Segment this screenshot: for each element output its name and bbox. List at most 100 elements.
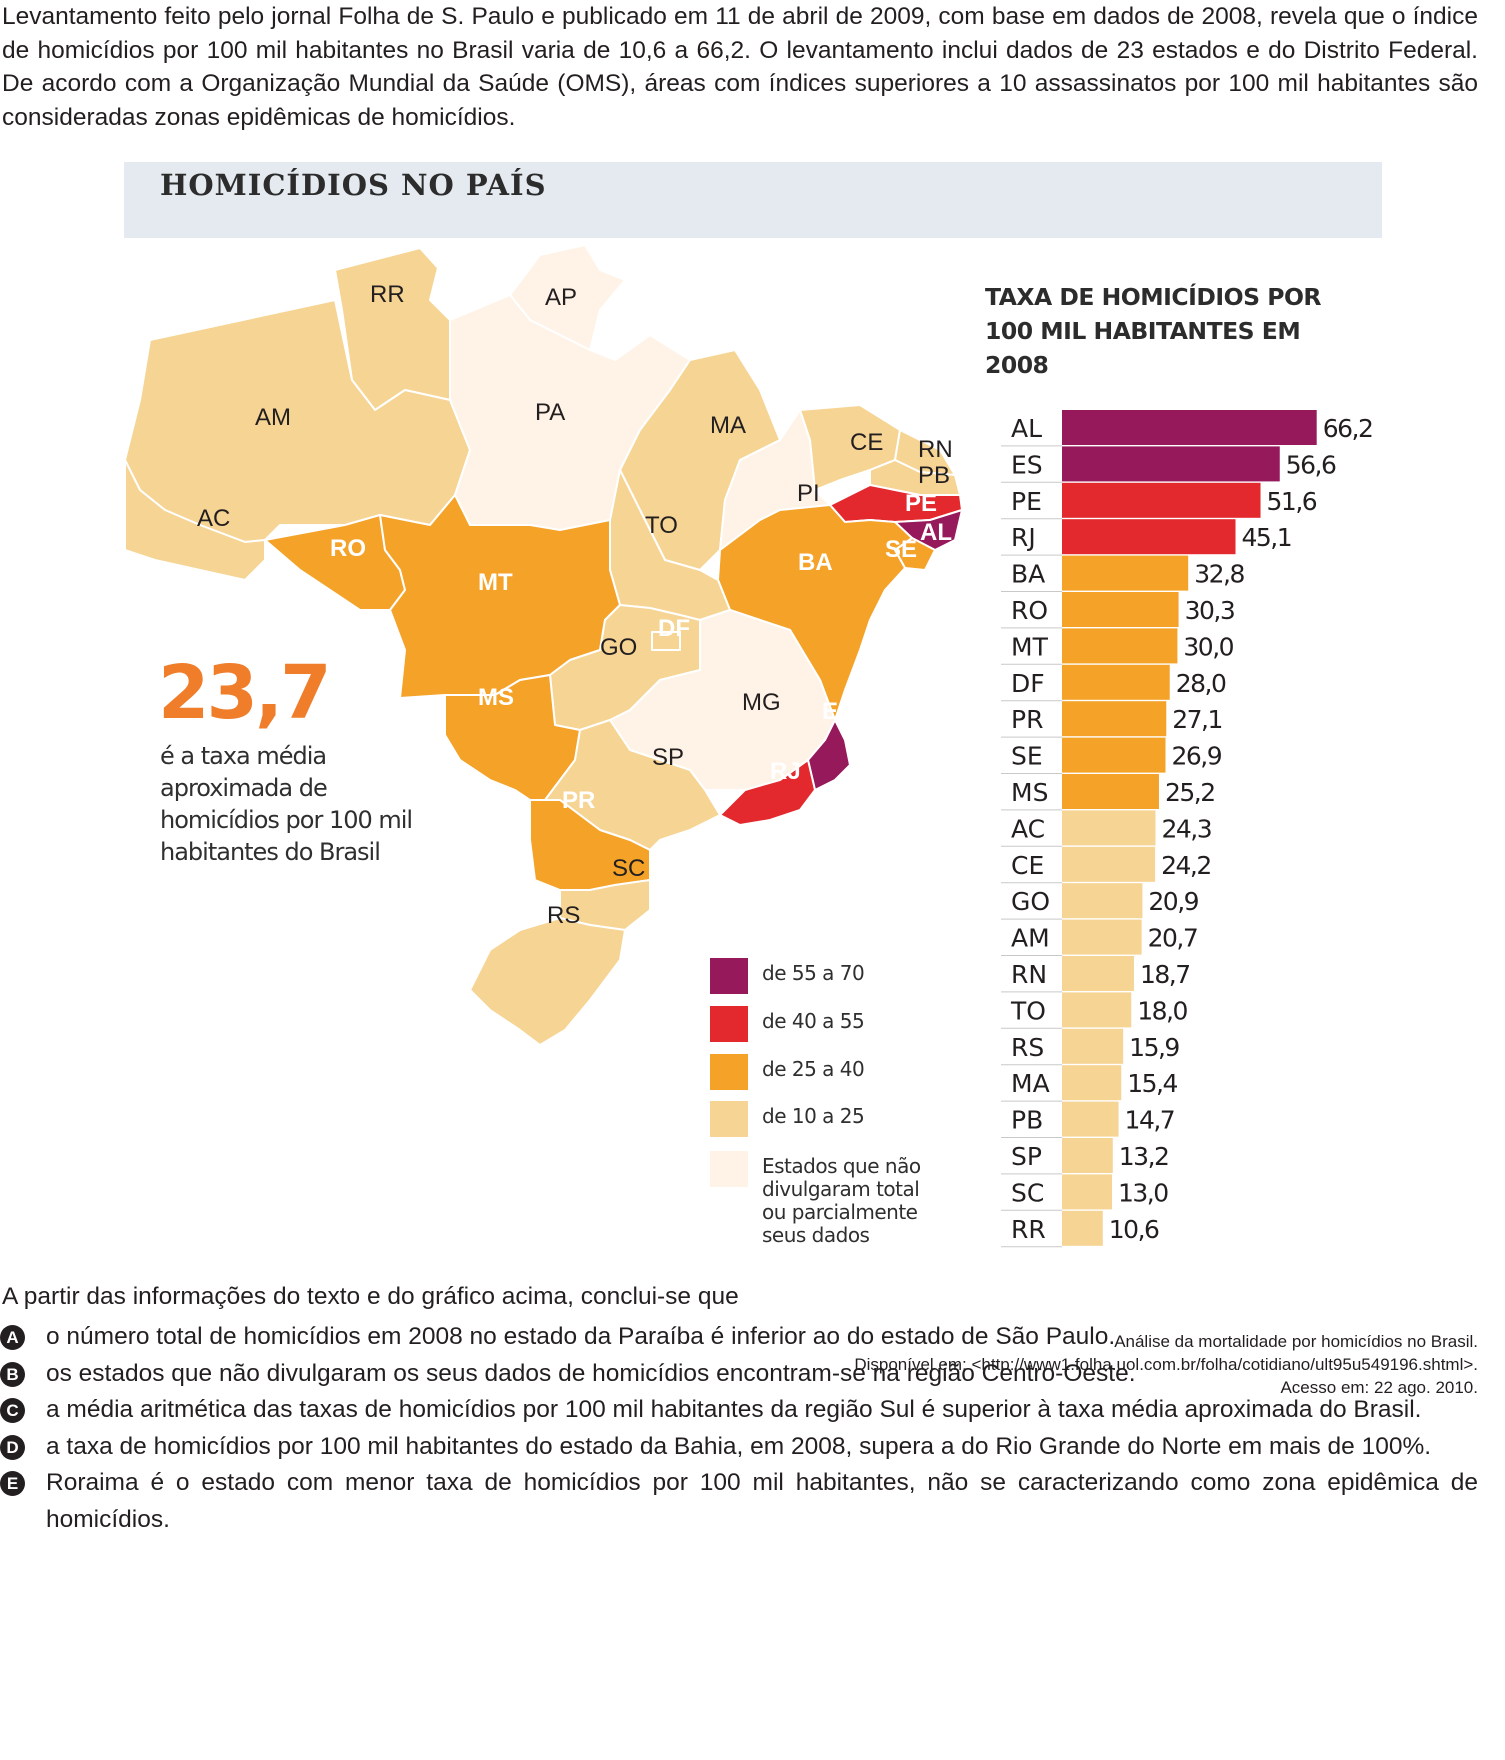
- average-rate-caption-line: homicídios por 100 mil: [160, 806, 413, 834]
- legend-label: de 40 a 55: [762, 1009, 865, 1033]
- chart-title-line: TAXA DE HOMICÍDIOS POR: [985, 283, 1322, 311]
- bar-RO: [1062, 592, 1179, 627]
- bar-SP: [1062, 1138, 1113, 1173]
- option-a[interactable]: A o número total de homicídios em 2008 n…: [0, 1319, 1478, 1356]
- option-d[interactable]: D a taxa de homicídios por 100 mil habit…: [0, 1429, 1478, 1466]
- bar-value-label: 24,3: [1161, 814, 1211, 843]
- bar-value-label: 15,4: [1127, 1069, 1177, 1098]
- map-label-RS: RS: [547, 902, 580, 929]
- bar-RS: [1062, 1028, 1124, 1064]
- bar-RN: [1062, 956, 1134, 991]
- option-c[interactable]: C a média aritmética das taxas de homicí…: [0, 1392, 1478, 1429]
- bar-value-label: 66,2: [1323, 414, 1373, 443]
- map-label-RJ: RJ: [770, 758, 801, 785]
- map-label-DF: DF: [658, 615, 690, 642]
- map-label-BA: BA: [798, 549, 833, 576]
- map-label-AC: AC: [197, 505, 230, 532]
- bar-value-label: 25,2: [1165, 778, 1215, 807]
- option-text: a taxa de homicídios por 100 mil habitan…: [46, 1432, 1432, 1460]
- map-label-PE: PE: [905, 490, 937, 517]
- bar-RR: [1062, 1210, 1103, 1246]
- bar-value-label: 28,0: [1176, 669, 1226, 698]
- map-label-AM: AM: [255, 404, 291, 431]
- state-SP: [544, 719, 721, 851]
- average-rate-caption-line: habitantes do Brasil: [160, 838, 381, 866]
- map-label-RN: RN: [918, 436, 953, 463]
- map-label-AL: AL: [920, 519, 952, 546]
- option-letter-badge: D: [0, 1434, 25, 1460]
- bar-category-label: RR: [1011, 1215, 1046, 1244]
- bar-category-label: RJ: [1011, 523, 1036, 552]
- legend-item-25-40: de 25 a 40: [710, 1054, 932, 1090]
- bar-value-label: 56,6: [1286, 450, 1336, 479]
- legend-label: Estados que não: [762, 1154, 921, 1178]
- map-label-MA: MA: [710, 412, 746, 439]
- map-label-MG: MG: [742, 689, 781, 716]
- bar-category-label: MS: [1011, 778, 1048, 807]
- bar-AM: [1062, 919, 1142, 955]
- bar-category-label: RN: [1011, 960, 1047, 989]
- average-rate-value: 23,7: [158, 650, 332, 736]
- bar-CE: [1062, 846, 1156, 882]
- chart-title-line: 100 MIL HABITANTES EM 2008: [985, 317, 1301, 379]
- bar-AC: [1062, 810, 1156, 846]
- average-rate-caption: é a taxa média aproximada de homicídios …: [160, 740, 430, 868]
- option-letter-badge: A: [0, 1325, 25, 1350]
- bar-category-label: DF: [1011, 669, 1045, 698]
- homicide-infographic: HOMICÍDIOS NO PAÍS: [0, 150, 1505, 1397]
- homicide-rate-bar-chart: AL 66,2 ES 56,6 PE 51,6 RJ 45,1 BA 32,8 RO 30,3 MT 30…: [1001, 410, 1374, 1248]
- bar-PR: [1062, 701, 1167, 737]
- bar-TO: [1062, 992, 1132, 1028]
- bar-category-label: PE: [1011, 487, 1042, 516]
- option-text: os estados que não divulgaram os seus da…: [46, 1359, 1136, 1387]
- legend-item-40-55: de 40 a 55: [710, 1006, 932, 1042]
- option-text: a média aritmética das taxas de homicídi…: [46, 1396, 1422, 1423]
- bar-DF: [1062, 664, 1170, 700]
- average-rate-caption-line: aproximada de: [160, 774, 328, 802]
- bar-value-label: 27,1: [1172, 705, 1222, 734]
- map-label-SE: SE: [885, 536, 917, 563]
- legend-label: de 10 a 25: [762, 1104, 865, 1128]
- bar-value-label: 32,8: [1194, 560, 1244, 589]
- map-label-PB: PB: [918, 462, 950, 489]
- bar-category-label: SE: [1011, 742, 1043, 771]
- bar-value-label: 26,9: [1171, 742, 1221, 771]
- map-label-PI: PI: [797, 480, 820, 507]
- map-label-AP: AP: [545, 284, 577, 311]
- legend-label: divulgaram total: [762, 1177, 920, 1201]
- bar-category-label: MT: [1011, 632, 1049, 661]
- map-label-MS: MS: [478, 684, 514, 711]
- bar-category-label: AC: [1011, 814, 1045, 843]
- bar-PB: [1062, 1101, 1119, 1137]
- bar-value-label: 18,0: [1137, 996, 1187, 1025]
- state-RJ: [719, 759, 816, 826]
- bar-value-label: 20,7: [1148, 924, 1198, 953]
- bar-value-label: 10,6: [1109, 1215, 1159, 1244]
- bar-category-label: TO: [1010, 996, 1046, 1025]
- bar-MS: [1062, 774, 1159, 809]
- map-label-TO: TO: [645, 512, 678, 539]
- state-labels: RR AP AM PA MA CE RN PB PI PE AL SE AC R…: [197, 281, 953, 929]
- map-label-CE: CE: [850, 429, 883, 456]
- option-letter-badge: B: [0, 1361, 25, 1387]
- bar-category-label: PR: [1011, 705, 1043, 734]
- bar-ES: [1062, 446, 1280, 482]
- legend-label: de 55 a 70: [762, 961, 865, 985]
- state-AC: [124, 459, 266, 581]
- bar-category-label: RS: [1011, 1033, 1044, 1062]
- legend-item-55-70: de 55 a 70: [710, 958, 932, 994]
- bar-MA: [1062, 1065, 1122, 1101]
- legend-label: seus dados: [762, 1223, 870, 1247]
- bar-value-label: 13,2: [1119, 1142, 1169, 1171]
- bar-value-label: 14,7: [1125, 1106, 1175, 1135]
- state-ES: [807, 719, 851, 791]
- source-line: Disponível em: <http://www1.folha.uol.co…: [854, 1355, 1478, 1374]
- bar-value-label: 45,1: [1242, 523, 1292, 552]
- question-prompt: A partir das informações do texto e do g…: [2, 1283, 739, 1310]
- bar-category-label: MA: [1011, 1069, 1050, 1098]
- option-e[interactable]: E Roraima é o estado com menor taxa de h…: [0, 1465, 1478, 1538]
- legend-swatch: [710, 1006, 748, 1042]
- option-b[interactable]: B os estados que não divulgaram os seus …: [0, 1356, 1478, 1393]
- bar-category-label: RO: [1011, 596, 1048, 625]
- bar-category-label: SC: [1011, 1178, 1044, 1207]
